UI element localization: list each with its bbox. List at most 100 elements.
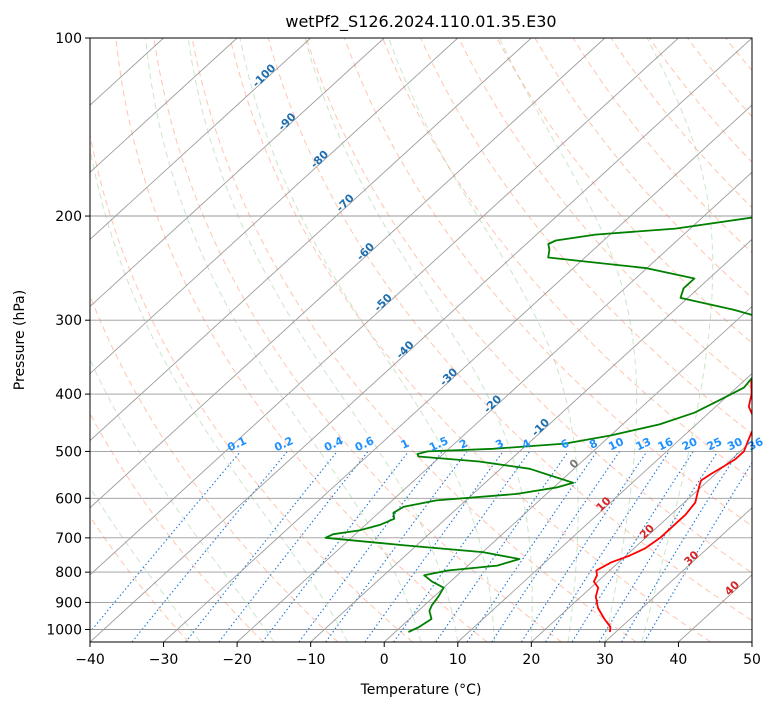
y-axis-label: Pressure (hPa): [12, 290, 28, 390]
moist-adiabat: [145, 38, 422, 642]
y-tick-label: 900: [55, 595, 82, 611]
dry-adiabat: [229, 38, 712, 642]
dry-adiabat-label: 40: [722, 578, 742, 598]
isotherm: [751, 641, 752, 642]
x-tick-label: −10: [296, 652, 326, 668]
moist-adiabat: [304, 38, 533, 642]
chart-title: wetPf2_S126.2024.110.01.35.E30: [285, 12, 556, 32]
dry-adiabat: [725, 38, 752, 72]
x-tick-label: 30: [596, 652, 614, 668]
y-tick-label: 500: [55, 444, 82, 460]
dry-adiabat-label: -20: [481, 392, 504, 415]
mixing-ratio-line: [185, 451, 338, 642]
x-tick-label: 10: [449, 652, 467, 668]
x-tick-label: 50: [743, 652, 761, 668]
y-tick-label: 200: [55, 209, 82, 225]
isotherm: [90, 38, 385, 308]
isotherm: [90, 38, 311, 240]
mixing-ratio-label: 16: [656, 435, 676, 453]
mixing-ratio-label: 1: [399, 437, 411, 452]
x-tick-label: 20: [522, 652, 540, 668]
mixing-ratio-line: [466, 451, 598, 642]
mixing-ratio-line: [90, 451, 241, 633]
mixing-ratio-label: 25: [705, 435, 724, 453]
x-tick-label: 0: [380, 652, 389, 668]
mixing-ratio-label: 30: [725, 435, 745, 453]
dry-adiabat: [572, 38, 752, 254]
isotherm: [90, 38, 238, 173]
plot-frame: [89, 37, 753, 643]
temperature-profile-line: [593, 375, 752, 633]
dry-adiabat-label: -90: [275, 110, 298, 133]
moist-adiabat: [90, 358, 275, 642]
isotherm: [310, 238, 752, 642]
mixing-ratio-line: [262, 451, 409, 642]
moist-adiabat: [641, 38, 714, 642]
mixing-ratio-line: [571, 451, 694, 642]
mixing-ratio-label: 36: [746, 435, 766, 453]
moist-adiabat: [388, 38, 579, 642]
dry-adiabat: [90, 412, 264, 642]
isotherm: [90, 38, 679, 576]
dry-adiabat: [764, 38, 775, 642]
mixing-ratio-line: [621, 451, 739, 642]
moist-adiabat: [90, 145, 348, 642]
mixing-ratio-line: [521, 451, 648, 642]
x-tick-label: −40: [75, 652, 105, 668]
x-axis-label: Temperature (°C): [360, 682, 482, 698]
mixing-ratio-line: [364, 451, 504, 642]
y-tick-label: 600: [55, 491, 82, 507]
moist-adiabat: [187, 38, 459, 642]
y-tick-label: 300: [55, 313, 82, 329]
mixing-ratio-line: [598, 451, 719, 642]
y-tick-label: 1000: [46, 622, 82, 638]
dry-adiabat-label: -50: [372, 291, 395, 314]
isotherm: [457, 372, 752, 642]
dry-adiabat: [115, 38, 488, 642]
isotherm: [604, 507, 752, 642]
y-tick-label: 800: [55, 565, 82, 581]
dry-adiabat: [534, 38, 752, 299]
dry-adiabat: [686, 38, 752, 118]
y-tick-label: 100: [55, 31, 82, 47]
isotherm: [90, 38, 606, 509]
isotherm: [90, 38, 532, 442]
dry-adiabat-label: -100: [250, 61, 279, 90]
dry-adiabat: [648, 38, 752, 163]
dry-adiabat: [90, 132, 413, 642]
isotherm: [236, 171, 752, 642]
dry-adiabat-label: 10: [594, 494, 614, 514]
mixing-ratio-line: [545, 451, 670, 642]
dry-adiabat-label: 20: [637, 521, 657, 541]
mixing-ratio-line: [131, 451, 288, 642]
dry-adiabat-label: -30: [437, 365, 460, 388]
dry-adiabat-label: -40: [393, 338, 416, 361]
mixing-ratio-line: [491, 451, 621, 642]
mixing-ratio-line: [325, 451, 468, 642]
isotherm: [90, 38, 752, 642]
axes: 0.1 0.2 0.4 0.6 1 1.5 2 3 4 6 8 10 13 16 20 25 30 36−40 −3…: [46, 31, 765, 668]
y-tick-label: 400: [55, 387, 82, 403]
mixing-ratio-line: [435, 451, 569, 642]
moist-adiabat: [239, 38, 496, 642]
x-tick-label: −30: [149, 652, 179, 668]
dry-adiabat: [267, 38, 752, 622]
dry-adiabat: [153, 38, 562, 642]
dry-adiabat-label: -10: [529, 416, 552, 439]
isotherm: [90, 38, 459, 375]
dry-adiabat-label: -80: [308, 148, 331, 171]
mixing-ratio-label: 20: [680, 435, 700, 453]
mixing-ratio-label: 8: [587, 437, 599, 452]
dry-adiabat-label: -70: [334, 191, 357, 214]
dry-adiabat: [496, 38, 752, 344]
moist-adiabat: [90, 486, 201, 642]
mixing-ratio-line: [218, 451, 369, 642]
dry-adiabat-label: 30: [682, 548, 702, 568]
mixing-ratio-label: 6: [559, 437, 572, 452]
mixing-ratio-label: 13: [634, 435, 653, 453]
x-tick-label: −20: [222, 652, 252, 668]
y-tick-label: 700: [55, 531, 82, 547]
dewpoint-profile-line: [324, 216, 752, 633]
isotherm: [531, 440, 752, 642]
